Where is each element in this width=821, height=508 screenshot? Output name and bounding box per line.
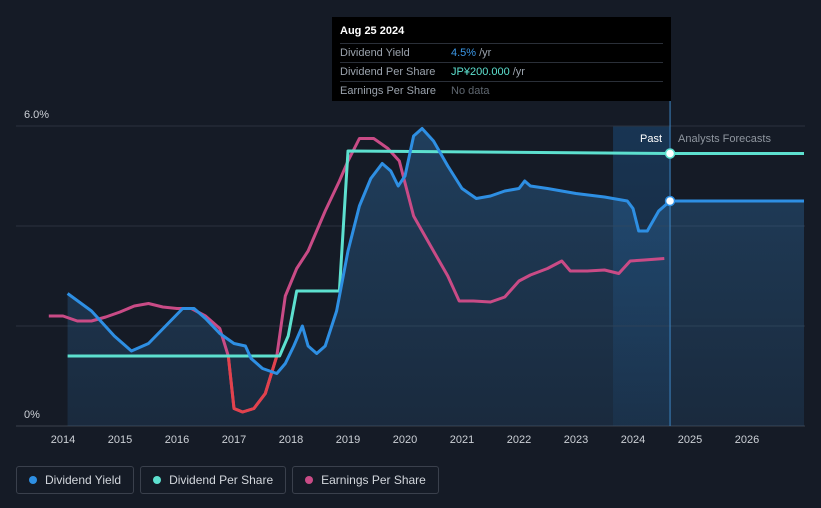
tooltip-label: Earnings Per Share	[340, 85, 436, 97]
x-tick-label: 2017	[222, 434, 246, 446]
tooltip-value: 4.5%	[451, 47, 477, 59]
x-tick-label: 2018	[279, 434, 303, 446]
dividend-per-share-line[interactable]	[67, 149, 804, 358]
dividend-yield-area	[67, 128, 804, 426]
legend-dividend-yield[interactable]: Dividend Yield	[16, 466, 135, 494]
x-tick-label: 2020	[393, 434, 417, 446]
x-tick-label: 2014	[51, 434, 75, 446]
x-tick-label: 2022	[507, 434, 531, 446]
tooltip-date: Aug 25 2024	[340, 25, 405, 37]
legend-dot-icon	[29, 476, 37, 484]
y-tick-label: 6.0%	[24, 109, 49, 121]
x-tick-label: 2023	[564, 434, 588, 446]
x-tick-label: 2019	[336, 434, 360, 446]
tooltip-row-earnings-per-share: Earnings Per Share No data	[340, 81, 663, 100]
tooltip-value: No data	[451, 85, 490, 97]
tooltip-value: JP¥200.000	[451, 66, 510, 78]
tooltip-label: Dividend Per Share	[340, 66, 436, 78]
tooltip-row-dividend-per-share: Dividend Per Share JP¥200.000 /yr	[340, 62, 663, 81]
x-tick-label: 2026	[735, 434, 759, 446]
x-tick-label: 2021	[450, 434, 474, 446]
legend-label: Dividend Yield	[45, 473, 122, 487]
past-region-label: Past	[640, 133, 662, 145]
legend-earnings-per-share[interactable]: Earnings Per Share	[292, 466, 439, 494]
forecast-region-label: Analysts Forecasts	[678, 133, 771, 145]
dividend-yield-line[interactable]	[66, 127, 804, 375]
tooltip-row-dividend-yield: Dividend Yield 4.5% /yr	[340, 43, 663, 62]
x-tick-label: 2024	[621, 434, 645, 446]
legend-dot-icon	[305, 476, 314, 484]
legend-label: Dividend Per Share	[169, 473, 274, 487]
legend-dividend-per-share[interactable]: Dividend Per Share	[140, 466, 287, 494]
tooltip-label: Dividend Yield	[340, 47, 410, 59]
x-tick-label: 2016	[165, 434, 189, 446]
y-tick-label: 0%	[24, 409, 40, 421]
series-marker	[664, 148, 676, 159]
hover-tooltip: Aug 25 2024 Dividend Yield 4.5% /yr Divi…	[332, 17, 671, 101]
x-tick-label: 2025	[678, 434, 702, 446]
earnings-per-share-negative-line	[226, 355, 279, 414]
tooltip-unit: /yr	[479, 47, 492, 59]
earnings-per-share-line[interactable]	[48, 137, 665, 414]
x-tick-label: 2015	[108, 434, 132, 446]
legend-label: Earnings Per Share	[321, 473, 426, 487]
tooltip-unit: /yr	[512, 66, 525, 78]
chart-legend: Dividend Yield Dividend Per Share Earnin…	[16, 466, 445, 494]
series-marker	[664, 195, 676, 207]
legend-dot-icon	[153, 476, 162, 484]
